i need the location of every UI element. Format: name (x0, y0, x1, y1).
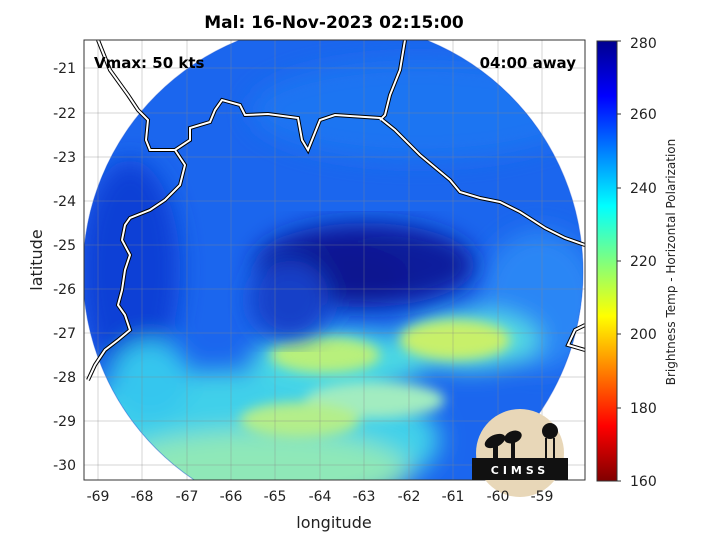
x-axis-label: longitude (296, 513, 371, 532)
x-tick-label: -65 (264, 489, 287, 505)
y-tick-label: -22 (53, 106, 76, 122)
y-tick-label: -30 (53, 458, 76, 474)
y-tick-label: -29 (53, 414, 76, 430)
x-tick-label: -62 (398, 489, 421, 505)
logo-text: CIMSS (491, 464, 549, 477)
y-tick-label: -23 (53, 150, 76, 166)
cimss-logo: CIMSS (472, 409, 568, 497)
y-tick-label: -28 (53, 370, 76, 386)
y-tick-label: -26 (53, 282, 76, 298)
x-tick-label: -66 (220, 489, 243, 505)
coastlines (86, 40, 585, 381)
colorbar-tick-label: 220 (630, 254, 657, 270)
y-tick-label: -21 (53, 61, 76, 77)
colorbar-tick-label: 260 (630, 107, 657, 123)
radar-dish-icon (484, 430, 522, 458)
x-tick-label: -63 (353, 489, 376, 505)
colorbar-gradient (596, 40, 618, 482)
y-tick-label: -24 (53, 194, 76, 210)
x-tick-label: -67 (176, 489, 199, 505)
colorbar-tick-label: 240 (630, 181, 657, 197)
x-tick-label: -64 (309, 489, 332, 505)
plot-frame (83, 39, 586, 481)
x-tick-label: -60 (487, 489, 510, 505)
x-tick-label: -61 (442, 489, 465, 505)
x-tick-label: -59 (531, 489, 554, 505)
y-tick-labels: -21 -22 -23 -24 -25 -26 -27 -28 -29 -30 (53, 61, 76, 474)
vmax-label: Vmax: 50 kts (94, 54, 204, 72)
y-tick-label: -27 (53, 326, 76, 342)
map-title: Mal: 16-Nov-2023 02:15:00 (204, 13, 464, 33)
x-tick-label: -68 (131, 489, 154, 505)
y-tick-label: -25 (53, 238, 76, 254)
x-tick-labels: -69 -68 -67 -66 -65 -64 -63 -62 -61 -60 … (87, 489, 554, 505)
colorbar: 280 260 240 220 200 180 160 Brightness T… (596, 36, 678, 490)
colorbar-tick-label: 180 (630, 401, 657, 417)
x-tick-label: -69 (87, 489, 110, 505)
brightness-swath (84, 40, 584, 480)
y-axis-label: latitude (27, 229, 46, 290)
colorbar-tick-label: 200 (630, 327, 657, 343)
colorbar-tick-label: 280 (630, 36, 657, 52)
water-tower-icon (542, 423, 558, 458)
colorbar-tick-label: 160 (630, 474, 657, 490)
time-away-label: 04:00 away (480, 54, 577, 72)
colorbar-label: Brightness Temp - Horizontal Polarizatio… (664, 139, 678, 386)
